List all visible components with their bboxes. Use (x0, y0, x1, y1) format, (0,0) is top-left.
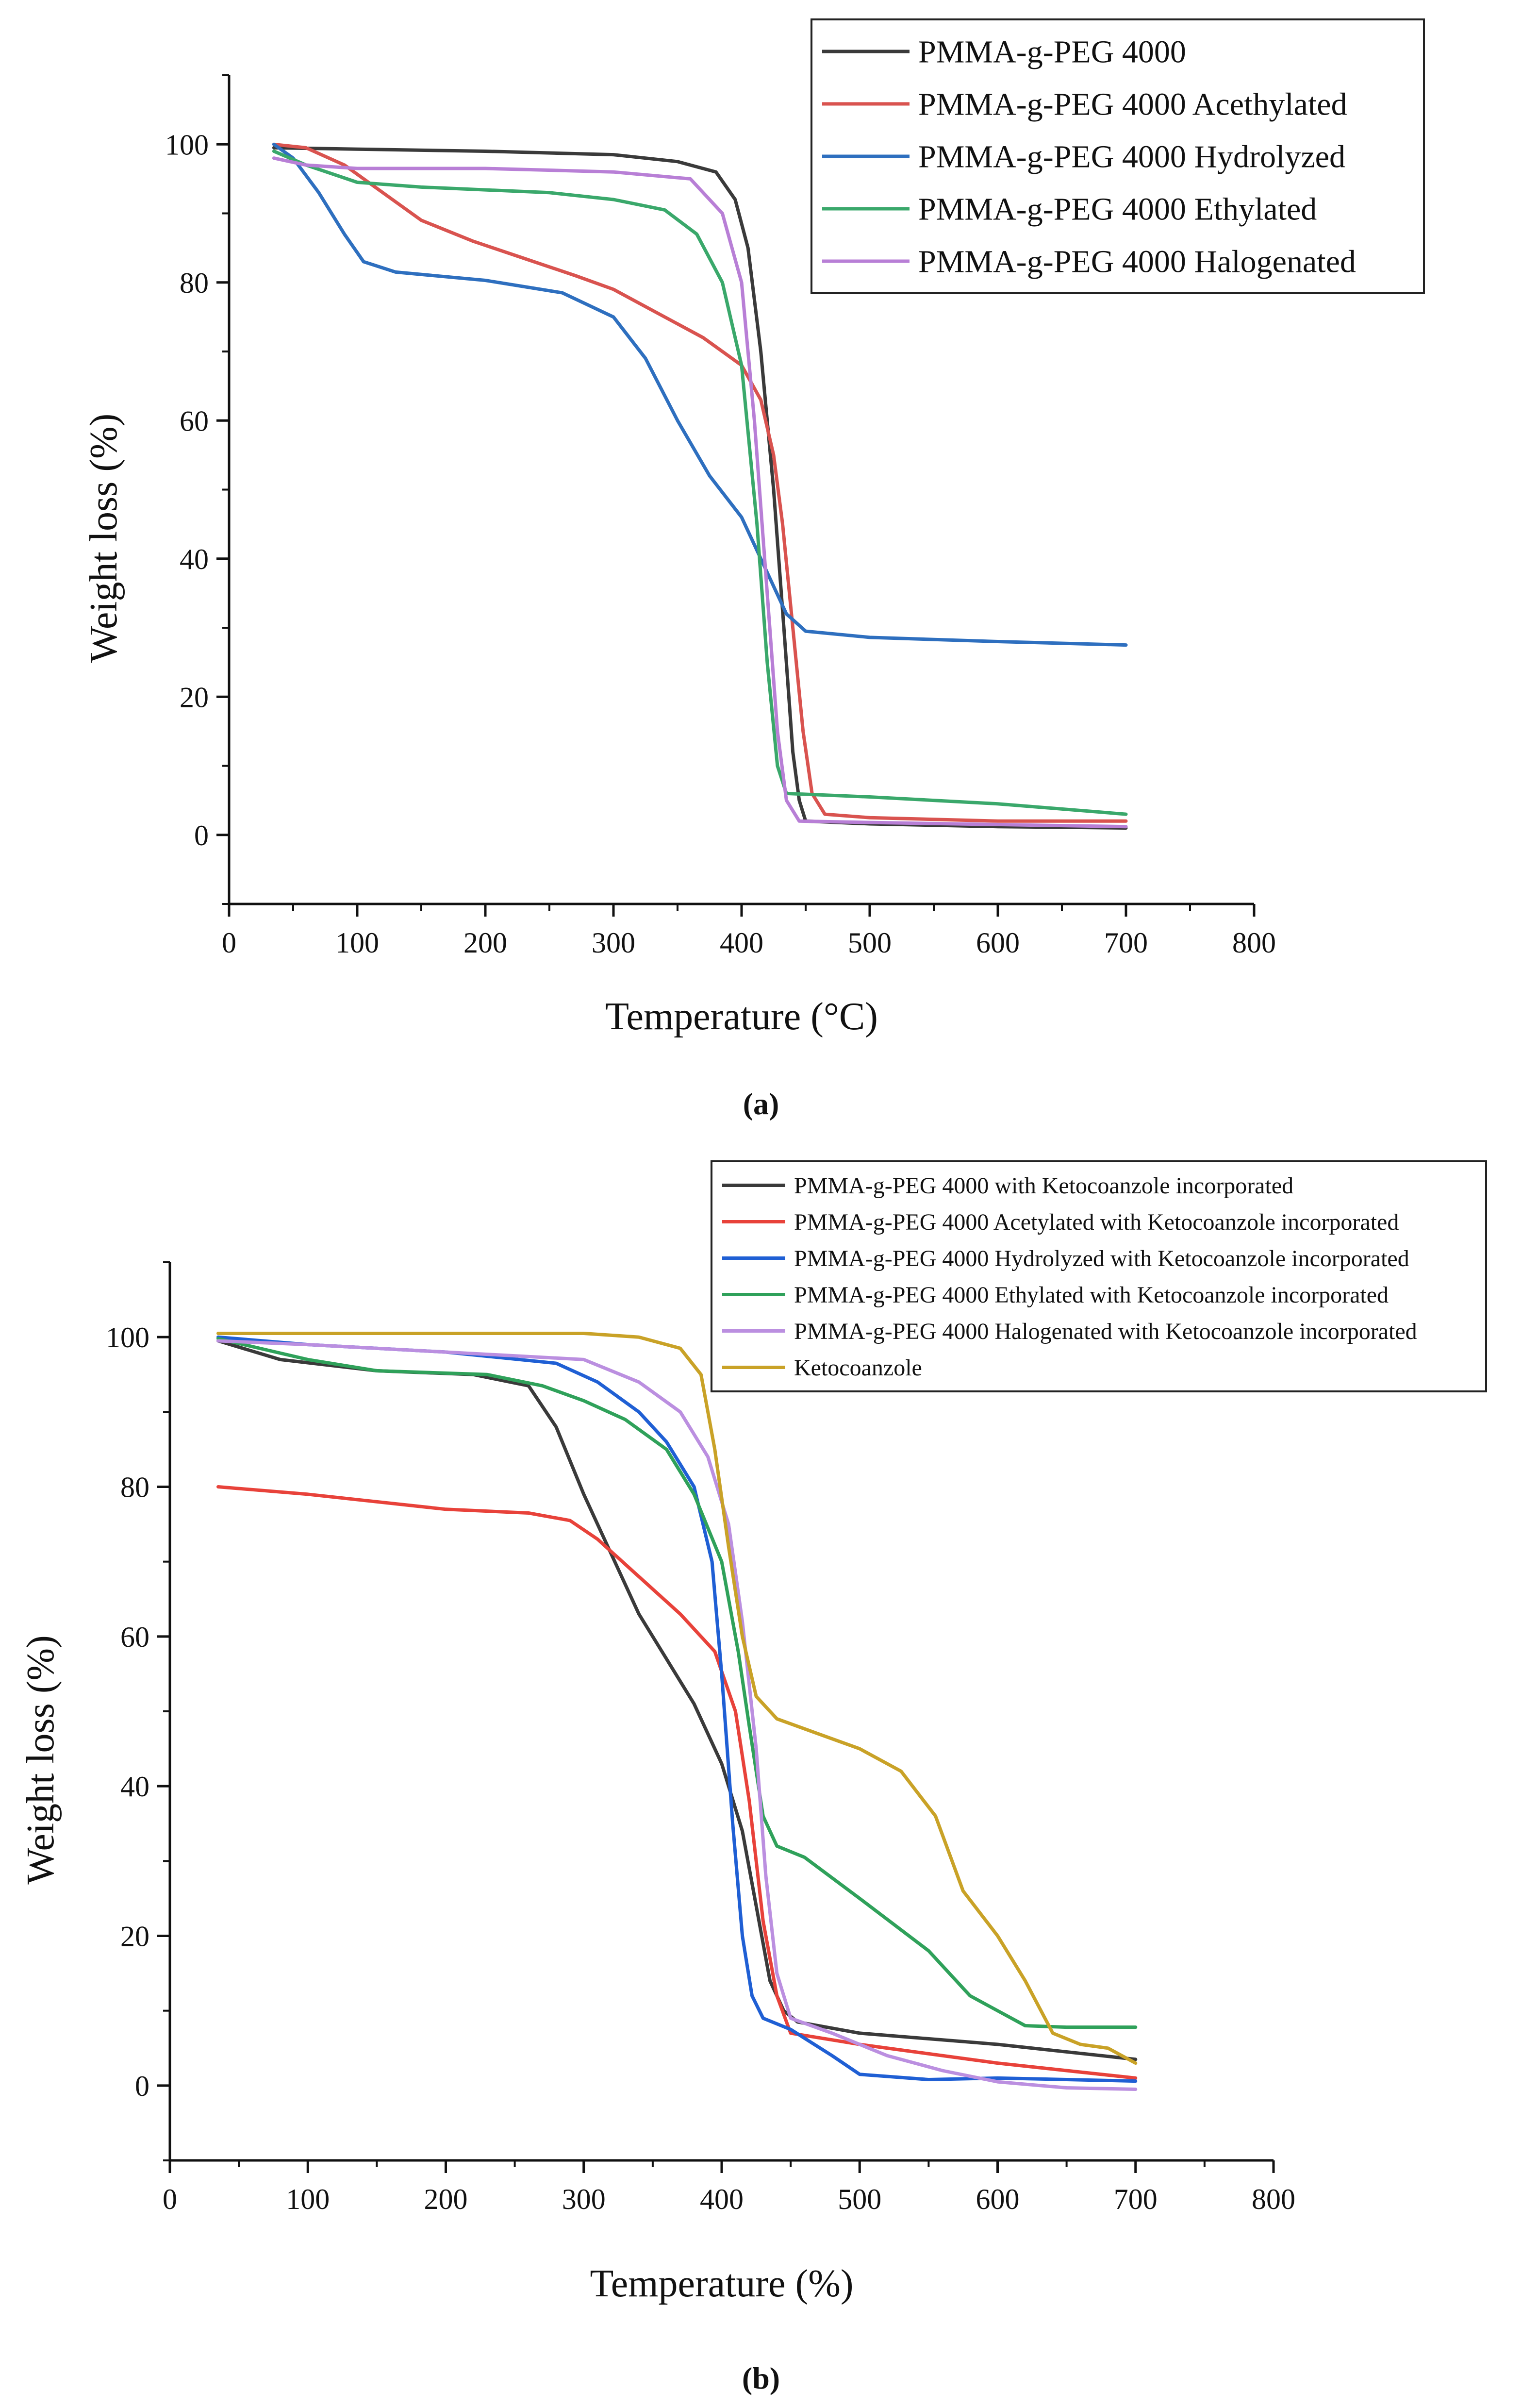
x-tick-label: 100 (335, 927, 379, 959)
series-line-4 (272, 150, 1128, 816)
x-tick-label: 0 (222, 927, 236, 959)
legend-label-5: PMMA-g-PEG 4000 Halogenated (918, 244, 1356, 279)
legend-label-2: PMMA-g-PEG 4000 Acethylated (918, 86, 1347, 122)
series-line-1 (216, 1339, 1138, 2061)
y-axis-label: Weight loss (%) (83, 414, 125, 663)
series-line-2 (272, 142, 1128, 823)
legend-label-4: PMMA-g-PEG 4000 Ethylated (918, 191, 1317, 227)
series-line-4 (216, 1337, 1138, 2029)
legend-label-3: PMMA-g-PEG 4000 Hydrolyzed with Ketocoan… (794, 1246, 1409, 1271)
y-tick-label: 40 (120, 1771, 149, 1803)
legend-label-5: PMMA-g-PEG 4000 Halogenated with Ketocoa… (794, 1319, 1417, 1344)
x-tick-label: 800 (1252, 2183, 1295, 2215)
x-tick-label: 500 (848, 927, 892, 959)
legend-label-1: PMMA-g-PEG 4000 with Ketocoanzole incorp… (794, 1173, 1293, 1199)
y-tick-label: 80 (180, 267, 209, 299)
x-tick-label: 100 (286, 2183, 330, 2215)
y-tick-label: 0 (194, 819, 209, 852)
panel-a-chart: 0 100 200 300 400 500 600 700 800 0 20 40 60 80 100 Tem… (83, 18, 1425, 1038)
legend-label-2: PMMA-g-PEG 4000 Acetylated with Ketocoan… (794, 1209, 1399, 1235)
y-tick-label: 80 (120, 1472, 149, 1504)
x-tick-label: 500 (838, 2183, 881, 2215)
x-tick-label: 700 (1114, 2183, 1158, 2215)
y-tick-label: 60 (120, 1621, 149, 1653)
y-tick-label: 40 (180, 543, 209, 575)
x-tick-label: 200 (463, 927, 507, 959)
panel-a-caption: (a) (743, 1087, 779, 1121)
y-tick-label: 60 (180, 405, 209, 437)
legend-box (711, 1160, 1487, 1392)
y-tick-label: 100 (106, 1321, 149, 1354)
y-tick-label: 20 (120, 1921, 149, 1953)
x-tick-label: 600 (976, 2183, 1020, 2215)
y-tick-label: 20 (180, 681, 209, 713)
x-tick-label: 800 (1232, 927, 1276, 959)
series-line-2 (216, 1485, 1138, 2080)
series-line-5 (272, 156, 1128, 829)
y-tick-label: 0 (135, 2070, 149, 2102)
y-axis-label: Weight loss (%) (19, 1635, 62, 1884)
x-axis-label: Temperature (°C) (605, 995, 878, 1038)
series-line-3 (216, 1335, 1138, 2083)
x-tick-label: 400 (700, 2183, 744, 2215)
panel-b-chart: 0 100 200 300 400 500 600 700 800 0 20 40 60 80 100 Tem… (19, 1160, 1487, 2305)
x-tick-label: 600 (976, 927, 1020, 959)
legend-label-3: PMMA-g-PEG 4000 Hydrolyzed (918, 139, 1345, 174)
x-tick-label: 700 (1104, 927, 1148, 959)
series-line-3 (272, 142, 1128, 647)
legend-label-1: PMMA-g-PEG 4000 (918, 34, 1186, 69)
x-tick-label: 0 (163, 2183, 177, 2215)
panel-b-caption: (b) (742, 2361, 780, 2395)
legend-label-6: Ketocoanzole (794, 1355, 922, 1381)
series-line-6 (216, 1332, 1138, 2065)
x-tick-label: 400 (720, 927, 763, 959)
x-axis-label: Temperature (%) (590, 2262, 854, 2305)
legend-label-4: PMMA-g-PEG 4000 Ethylated with Ketocoanz… (794, 1282, 1389, 1308)
x-tick-label: 200 (424, 2183, 468, 2215)
y-tick-label: 100 (165, 129, 209, 161)
x-tick-label: 300 (592, 927, 635, 959)
series-line-5 (216, 1339, 1138, 2091)
x-tick-label: 300 (562, 2183, 606, 2215)
legend-box (811, 18, 1425, 294)
